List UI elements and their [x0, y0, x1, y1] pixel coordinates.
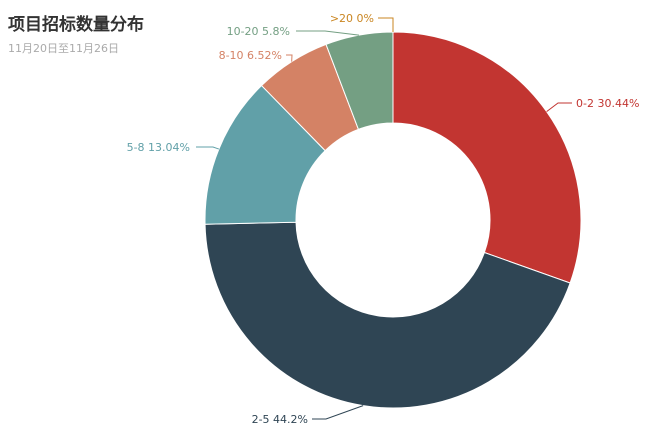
slice-label-10-20: 10-20 5.8%: [227, 25, 290, 38]
leader-lines-group: [196, 17, 572, 420]
leader-line-8-10: [286, 54, 293, 62]
leader-line-5-8: [196, 146, 220, 150]
leader-line-gt-20: [378, 17, 394, 32]
leader-line-10-20: [296, 30, 359, 36]
slice-0-2[interactable]: [392, 31, 582, 284]
chart-title: 项目招标数量分布: [8, 15, 144, 35]
slices-group: [204, 31, 582, 409]
slice-label-5-8: 5-8 13.04%: [127, 141, 190, 154]
slice-label-2-5: 2-5 44.2%: [252, 413, 308, 426]
leader-line-0-2: [546, 102, 572, 113]
labels-group: 0-2 30.44% 2-5 44.2% 5-8 13.04% 8-10 6.52% 1…: [127, 12, 640, 426]
slice-label-0-2: 0-2 30.44%: [576, 97, 639, 110]
slice-10-20[interactable]: [325, 31, 394, 131]
chart-subtitle: 11月20日至11月26日: [8, 42, 119, 55]
slice-2-5[interactable]: [204, 221, 571, 409]
leader-line-2-5: [312, 405, 364, 420]
slice-label-gt-20: >20 0%: [330, 12, 374, 25]
slice-label-8-10: 8-10 6.52%: [219, 49, 282, 62]
